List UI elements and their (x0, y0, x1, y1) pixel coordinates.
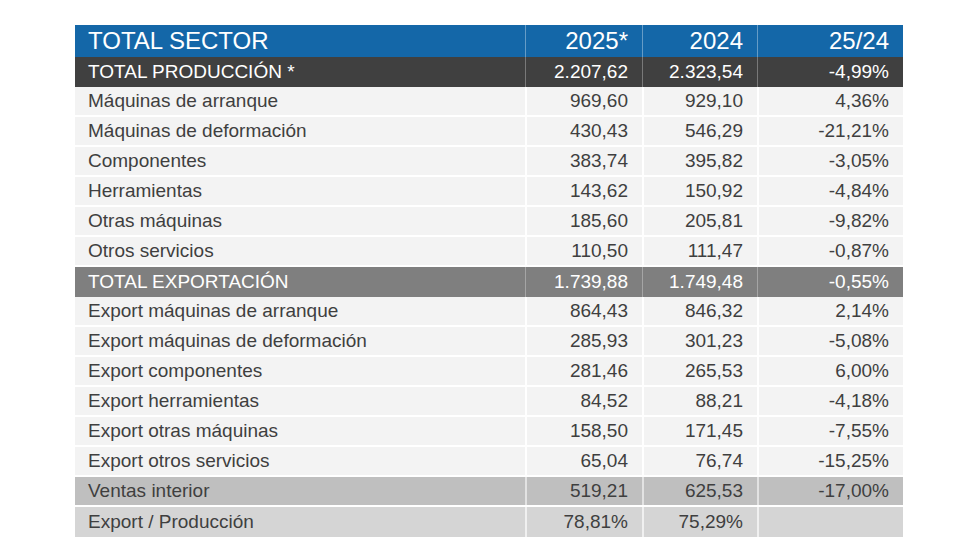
value-2024: 76,74 (642, 447, 757, 475)
value-2025: 285,93 (525, 327, 642, 355)
value-25-24: -4,18% (757, 387, 903, 415)
row-label: TOTAL EXPORTACIÓN (75, 267, 525, 297)
value-25-24: -4,99% (757, 57, 903, 87)
table-title: TOTAL SECTOR (75, 25, 525, 57)
row-label: Otras máquinas (75, 207, 525, 235)
row-label: Componentes (75, 147, 525, 175)
value-2024: 88,21 (642, 387, 757, 415)
value-2024: 2.323,54 (642, 57, 757, 87)
value-2024: 205,81 (642, 207, 757, 235)
value-2025: 2.207,62 (525, 57, 642, 87)
value-25-24: -17,00% (757, 477, 903, 505)
value-2025: 185,60 (525, 207, 642, 235)
value-25-24: 6,00% (757, 357, 903, 385)
table-row: Ventas interior 519,21 625,53 -17,00% (75, 477, 903, 507)
table-row: Otros servicios 110,50 111,47 -0,87% (75, 237, 903, 267)
value-2025: 864,43 (525, 297, 642, 325)
value-25-24: -0,87% (757, 237, 903, 265)
value-25-24: -4,84% (757, 177, 903, 205)
row-label: Otros servicios (75, 237, 525, 265)
value-2024: 546,29 (642, 117, 757, 145)
value-25-24 (757, 507, 903, 537)
value-2025: 78,81% (525, 507, 642, 537)
column-header-2025: 2025* (525, 25, 642, 57)
value-2024: 395,82 (642, 147, 757, 175)
sector-statistics-table: TOTAL SECTOR 2025* 2024 25/24 TOTAL PROD… (75, 25, 903, 537)
value-2025: 281,46 (525, 357, 642, 385)
value-2025: 969,60 (525, 87, 642, 115)
table-row: Máquinas de deformación 430,43 546,29 -2… (75, 117, 903, 147)
value-2025: 110,50 (525, 237, 642, 265)
table-row: Export / Producción 78,81% 75,29% (75, 507, 903, 537)
row-label: Ventas interior (75, 477, 525, 505)
value-2025: 158,50 (525, 417, 642, 445)
value-2025: 430,43 (525, 117, 642, 145)
table-row: Otras máquinas 185,60 205,81 -9,82% (75, 207, 903, 237)
column-header-25-24: 25/24 (757, 25, 903, 57)
value-2024: 929,10 (642, 87, 757, 115)
table-row: Export otras máquinas 158,50 171,45 -7,5… (75, 417, 903, 447)
value-2024: 171,45 (642, 417, 757, 445)
table-row: Export otros servicios 65,04 76,74 -15,2… (75, 447, 903, 477)
value-2025: 1.739,88 (525, 267, 642, 297)
row-label: Export máquinas de arranque (75, 297, 525, 325)
row-label: Export máquinas de deformación (75, 327, 525, 355)
table-row: Export máquinas de arranque 864,43 846,3… (75, 297, 903, 327)
table-row: Componentes 383,74 395,82 -3,05% (75, 147, 903, 177)
row-label: Export otras máquinas (75, 417, 525, 445)
row-label: Export otros servicios (75, 447, 525, 475)
value-25-24: -7,55% (757, 417, 903, 445)
value-25-24: -21,21% (757, 117, 903, 145)
row-label: Máquinas de arranque (75, 87, 525, 115)
value-2025: 143,62 (525, 177, 642, 205)
value-2024: 301,23 (642, 327, 757, 355)
table-row: Export máquinas de deformación 285,93 30… (75, 327, 903, 357)
column-header-2024: 2024 (642, 25, 757, 57)
value-2024: 150,92 (642, 177, 757, 205)
value-2024: 265,53 (642, 357, 757, 385)
table-row: TOTAL PRODUCCIÓN * 2.207,62 2.323,54 -4,… (75, 57, 903, 87)
value-25-24: -0,55% (757, 267, 903, 297)
table-body: TOTAL PRODUCCIÓN * 2.207,62 2.323,54 -4,… (75, 57, 903, 537)
row-label: TOTAL PRODUCCIÓN * (75, 57, 525, 87)
row-label: Máquinas de deformación (75, 117, 525, 145)
value-2024: 75,29% (642, 507, 757, 537)
row-label: Export herramientas (75, 387, 525, 415)
value-2024: 846,32 (642, 297, 757, 325)
value-25-24: -9,82% (757, 207, 903, 235)
value-2025: 84,52 (525, 387, 642, 415)
table-row: Export componentes 281,46 265,53 6,00% (75, 357, 903, 387)
value-25-24: -15,25% (757, 447, 903, 475)
value-2024: 1.749,48 (642, 267, 757, 297)
value-2024: 625,53 (642, 477, 757, 505)
value-25-24: -3,05% (757, 147, 903, 175)
value-25-24: 4,36% (757, 87, 903, 115)
table-row: Máquinas de arranque 969,60 929,10 4,36% (75, 87, 903, 117)
table-row: Export herramientas 84,52 88,21 -4,18% (75, 387, 903, 417)
row-label: Export componentes (75, 357, 525, 385)
value-2024: 111,47 (642, 237, 757, 265)
value-2025: 519,21 (525, 477, 642, 505)
table-row: TOTAL EXPORTACIÓN 1.739,88 1.749,48 -0,5… (75, 267, 903, 297)
table-row: Herramientas 143,62 150,92 -4,84% (75, 177, 903, 207)
value-2025: 65,04 (525, 447, 642, 475)
row-label: Herramientas (75, 177, 525, 205)
row-label: Export / Producción (75, 507, 525, 537)
value-25-24: 2,14% (757, 297, 903, 325)
table-header-row: TOTAL SECTOR 2025* 2024 25/24 (75, 25, 903, 57)
value-2025: 383,74 (525, 147, 642, 175)
sector-statistics-slide: TOTAL SECTOR 2025* 2024 25/24 TOTAL PROD… (0, 0, 980, 560)
value-25-24: -5,08% (757, 327, 903, 355)
